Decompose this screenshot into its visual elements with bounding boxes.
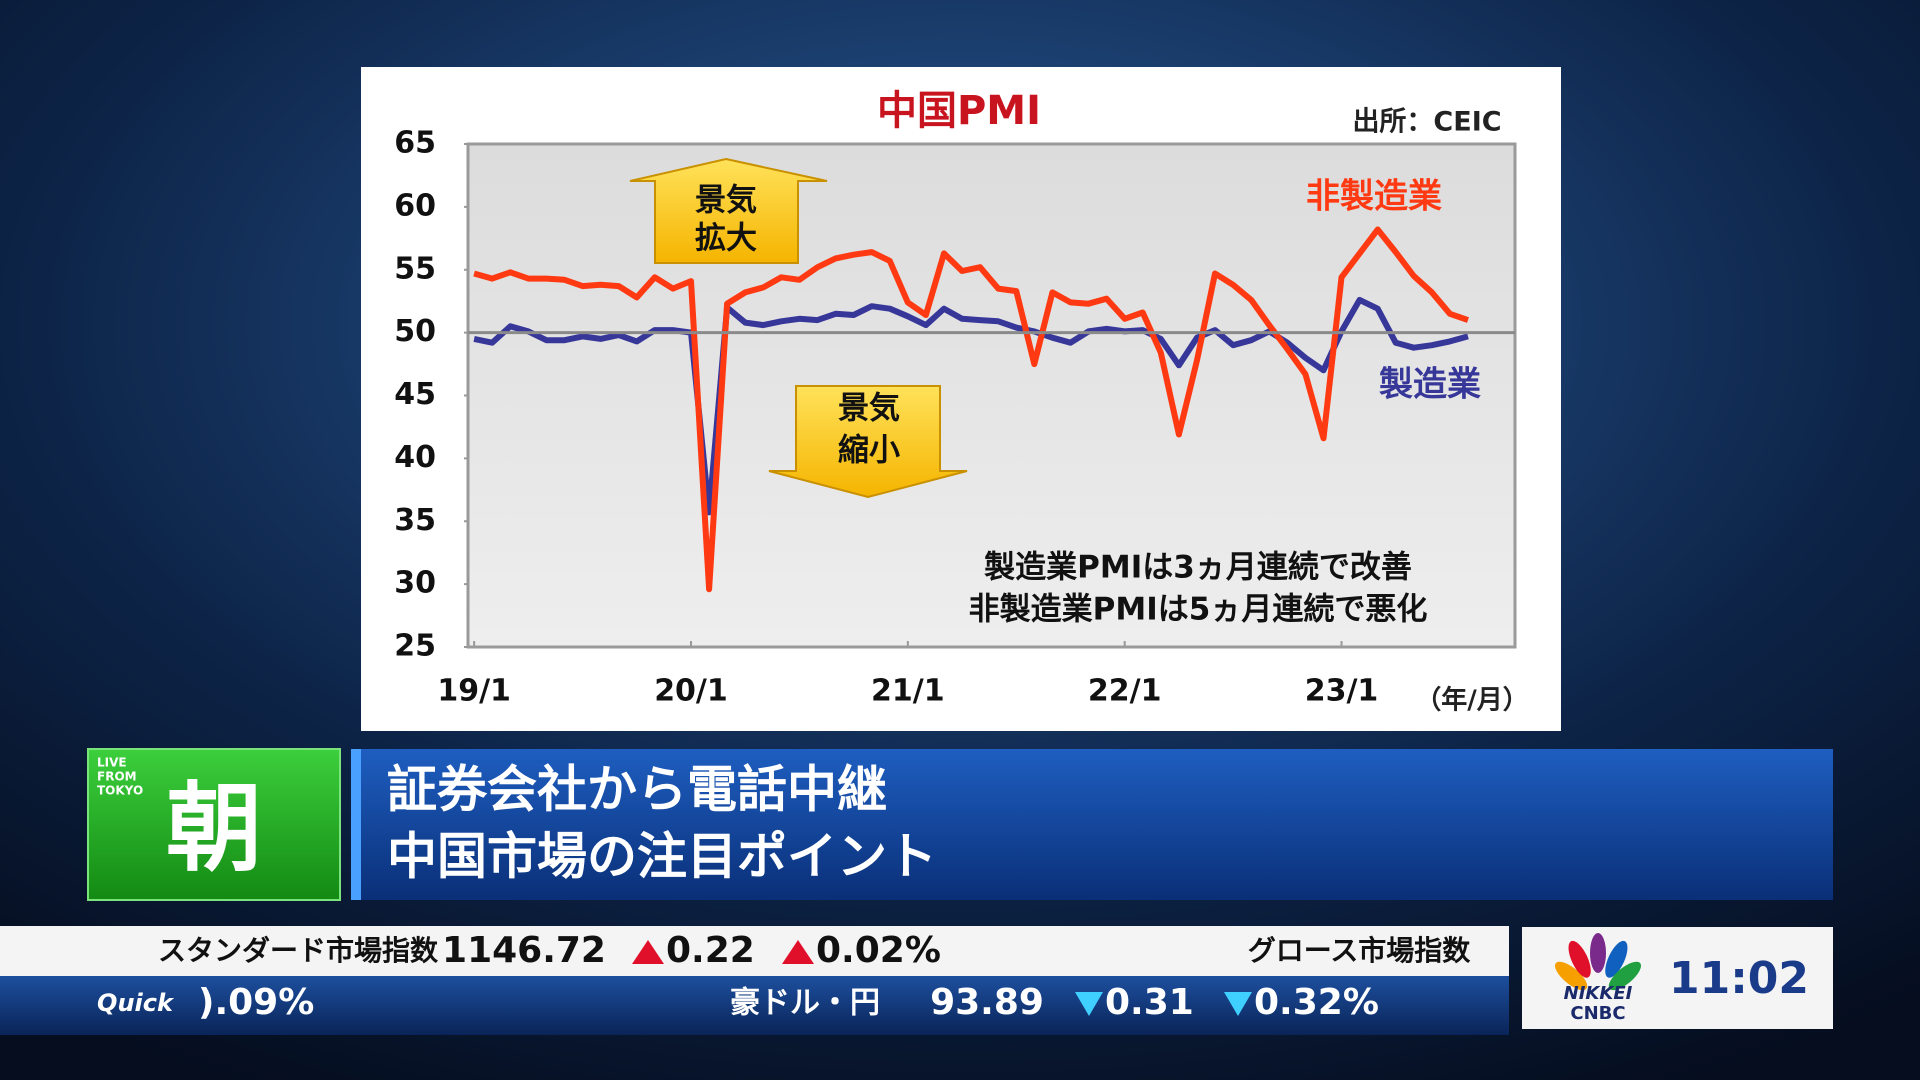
ticker-change: 0.22 (666, 930, 755, 971)
chart-title: 中国PMI (877, 88, 1041, 134)
corner-badge (87, 748, 341, 901)
note: 非製造業PMIは5ヵ月連続で悪化 (969, 592, 1428, 628)
expand-arrow (629, 157, 828, 264)
up-triangle (632, 940, 664, 964)
ticker-change-pct: 0.02% (816, 930, 941, 971)
y-tick-label: 50 (394, 314, 436, 349)
ticker-change-pct: ).09% (198, 982, 314, 1023)
x-tick-label: 23/1 (1305, 674, 1379, 709)
headline: 中国市場の注目ポイント (387, 828, 937, 886)
shrink-arrow (768, 385, 968, 499)
y-tick-label: 65 (394, 126, 436, 161)
down-triangle (1075, 992, 1103, 1016)
ticker-value: 1146.72 (442, 930, 606, 971)
ticker-name: スタンダード市場指数 (158, 934, 439, 967)
series-line (473, 226, 1469, 593)
x-axis-label: （年/月） (1415, 685, 1529, 716)
ticker-row (0, 976, 1509, 1035)
series-line (473, 296, 1469, 516)
y-tick-label: 35 (394, 503, 436, 538)
x-tick-label: 22/1 (1088, 674, 1162, 709)
annotation: 縮小 (838, 433, 900, 469)
x-tick-label: 21/1 (871, 674, 945, 709)
plot (464, 143, 1515, 648)
peacock-logo (1554, 933, 1642, 991)
badge-text: LIVE (97, 756, 127, 770)
series-label: 非製造業 (1306, 177, 1442, 217)
y-tick-label: 55 (394, 251, 436, 286)
ticker-name: 豪ドル・円 (730, 986, 880, 1021)
y-tick-label: 30 (394, 566, 436, 601)
quick-logo: Quick (97, 989, 175, 1017)
badge-text: TOKYO (97, 784, 143, 798)
y-tick-label: 25 (394, 629, 436, 664)
note: 製造業PMIは3ヵ月連続で改善 (984, 550, 1412, 586)
y-tick-label: 45 (394, 377, 436, 412)
up-triangle (782, 940, 814, 964)
ticker-value: 93.89 (930, 982, 1044, 1023)
annotation: 景気 (838, 391, 900, 427)
y-tick-label: 40 (394, 440, 436, 475)
ticker-name: グロース市場指数 (1248, 934, 1472, 967)
x-tick-label: 19/1 (437, 674, 511, 709)
ticker-change-pct: 0.32% (1254, 982, 1379, 1023)
headline-accent (351, 749, 361, 900)
headline: 証券会社から電話中継 (387, 761, 887, 819)
plot-area (466, 142, 1517, 649)
badge-text: FROM (97, 770, 137, 784)
annotation: 拡大 (695, 221, 757, 257)
channel-name: CNBC (1570, 1003, 1625, 1024)
x-tick-label: 20/1 (654, 674, 728, 709)
series-label: 製造業 (1379, 365, 1481, 405)
down-triangle (1224, 992, 1252, 1016)
channel-name: NIKKEI (1564, 983, 1633, 1004)
headline-bar (351, 749, 1833, 900)
annotation: 景気 (695, 183, 757, 219)
y-tick-label: 60 (394, 188, 436, 223)
ticker-change: 0.31 (1105, 982, 1194, 1023)
clock: 11:02 (1669, 953, 1809, 1004)
ticker-row (0, 926, 1509, 976)
corner-title: 朝 (166, 772, 262, 884)
source: 出所：CEIC (1352, 107, 1501, 138)
